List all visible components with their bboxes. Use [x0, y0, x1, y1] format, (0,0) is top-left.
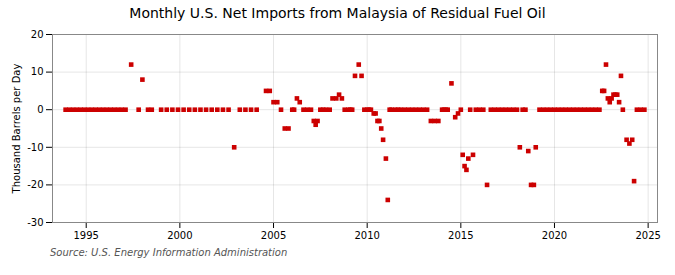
svg-text:-10: -10: [27, 142, 43, 153]
svg-text:2025: 2025: [635, 230, 660, 241]
svg-text:0: 0: [37, 104, 43, 115]
svg-text:2015: 2015: [448, 230, 473, 241]
svg-text:10: 10: [31, 66, 44, 77]
svg-text:Thousand Barrels per Day: Thousand Barrels per Day: [11, 64, 22, 195]
svg-text:20: 20: [31, 29, 44, 40]
svg-text:2005: 2005: [261, 230, 286, 241]
svg-text:2010: 2010: [354, 230, 379, 241]
svg-text:2020: 2020: [542, 230, 567, 241]
html-text:Source: U.S. Energy Informatio: Source: U.S. Energy Information Administ…: [50, 247, 288, 258]
svg-text:-30: -30: [27, 217, 43, 228]
svg-text:-20: -20: [27, 179, 43, 190]
svg-text:1995: 1995: [73, 230, 98, 241]
svg-text:2000: 2000: [167, 230, 192, 241]
html-text:Monthly U.S. Net Imports from: Monthly U.S. Net Imports from Malaysia o…: [129, 5, 546, 21]
